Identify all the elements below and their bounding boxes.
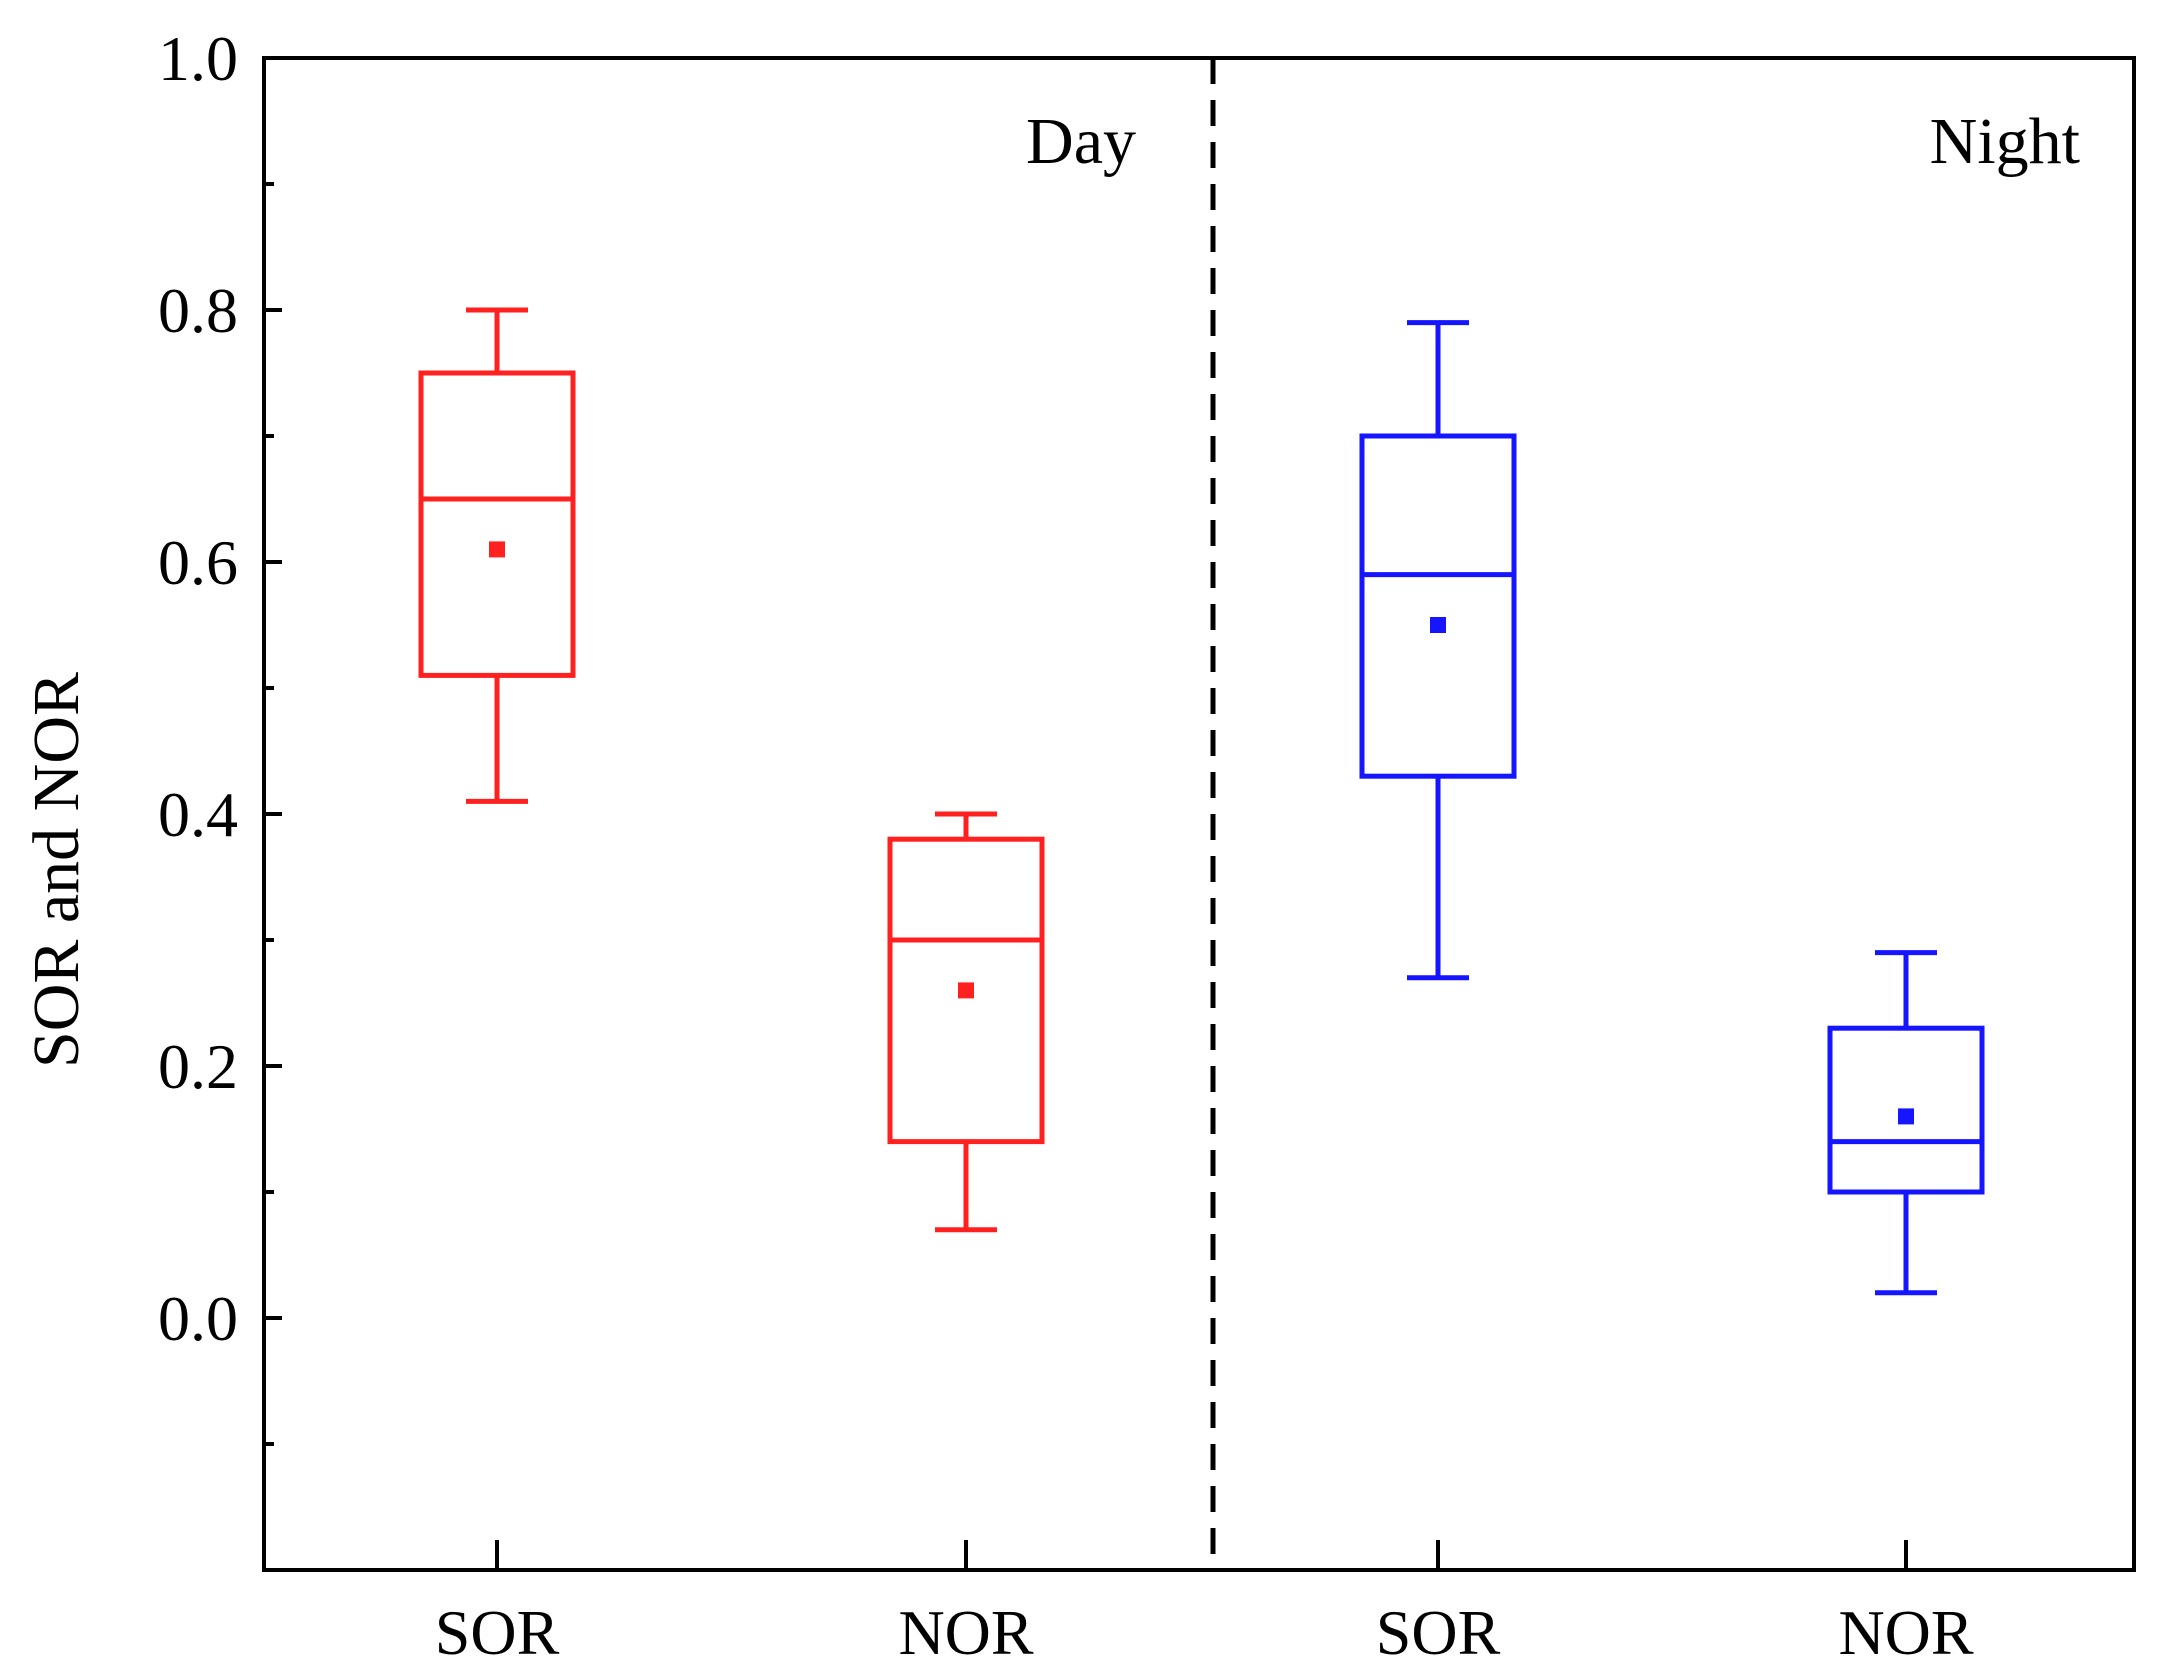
box-iqr xyxy=(887,836,1045,1145)
y-tick-label: 0.0 xyxy=(158,1283,238,1354)
box-iqr xyxy=(418,370,576,678)
y-tick-label: 0.4 xyxy=(158,779,238,850)
box-iqr xyxy=(1359,433,1517,779)
mean-marker xyxy=(489,541,505,558)
y-tick-label: 0.6 xyxy=(158,527,238,598)
y-axis-title: SOR and NOR xyxy=(20,672,93,1068)
box-iqr xyxy=(1827,1025,1985,1195)
y-tick-label: 0.8 xyxy=(158,275,238,346)
x-tick-label: NOR xyxy=(898,1597,1033,1668)
plot-area: 1.0 0.8 0.6 0.4 0.2 0.0 Day Night SOR NOR SOR NOR xyxy=(158,23,2136,1668)
y-tick-label: 1.0 xyxy=(158,23,238,94)
mean-marker xyxy=(1430,617,1446,633)
x-tick-label: NOR xyxy=(1838,1597,1973,1668)
x-tick-label: SOR xyxy=(435,1597,560,1668)
y-tick-label: 0.2 xyxy=(158,1031,238,1102)
x-tick-label: SOR xyxy=(1376,1597,1501,1668)
panel-label-night: Night xyxy=(1930,105,2080,178)
mean-marker xyxy=(958,982,974,999)
panel-label-day: Day xyxy=(1026,105,1136,178)
mean-marker xyxy=(1898,1108,1914,1125)
